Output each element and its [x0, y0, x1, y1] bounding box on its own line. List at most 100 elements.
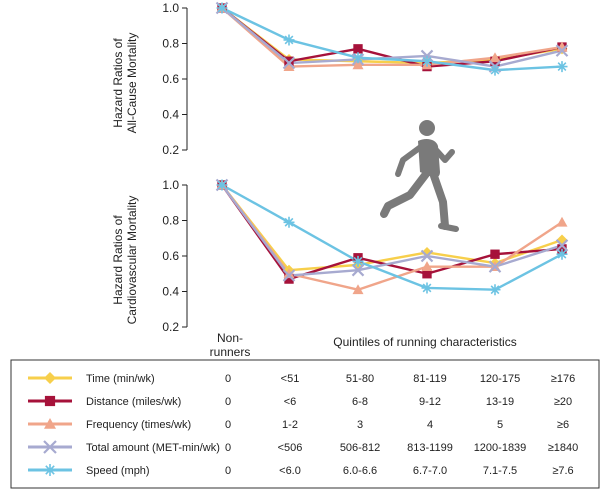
series-line-speed: [221, 6, 563, 72]
y-axis-label: Hazard Ratios of: [111, 38, 125, 128]
data-point-speed: [283, 34, 295, 46]
legend-cell: 813-1199: [407, 442, 453, 454]
series-line-total: [221, 184, 563, 277]
y-tick-label: 1.0: [162, 1, 179, 15]
legend-cell: 0: [225, 373, 231, 385]
legend-label: Speed (mph): [86, 465, 150, 477]
data-point-speed: [283, 216, 295, 228]
data-point-frequency: [489, 52, 501, 63]
legend-cell: 0: [225, 465, 231, 477]
y-tick-label: 0.8: [162, 37, 179, 51]
data-point-frequency: [556, 216, 568, 227]
legend-cell: 5: [497, 419, 503, 431]
data-point-speed: [489, 64, 501, 76]
legend-row-total: Total amount (MET-min/wk) 0 <506 506-812 813…: [28, 440, 579, 454]
data-point-frequency: [352, 284, 364, 295]
legend-cell: 506-812: [340, 442, 380, 454]
data-point-time: [421, 246, 433, 258]
legend-cell: 51-80: [346, 373, 374, 385]
y-tick-label: 0.6: [162, 249, 179, 263]
legend-cell: <51: [281, 373, 300, 385]
chart-panel-1: 0.2 0.4 0.6 0.8 1.0 Hazard Ratios of All-Cause…: [111, 1, 569, 157]
x-label-quintiles: Quintiles of running characteristics: [333, 335, 516, 349]
series-line-speed: [221, 183, 563, 291]
legend-swatch-marker-distance: [44, 395, 56, 407]
legend-row-distance: Distance (miles/wk) 0 <6 6-8 9-12 13-19 ≥20: [28, 395, 572, 408]
legend-cell: 6-8: [352, 396, 368, 408]
data-point-distance: [422, 269, 432, 279]
x-label-nonrunners-line1: Non-: [217, 331, 243, 345]
y-axis-label: Cardiovascular Mortality: [125, 196, 139, 325]
data-point-total: [420, 249, 434, 263]
data-point-speed: [421, 55, 433, 67]
legend-cell: ≥6: [557, 419, 569, 431]
legend-cell: <6.0: [279, 465, 301, 477]
data-point-speed: [216, 179, 228, 191]
legend-cell: 1-2: [282, 419, 298, 431]
data-point-speed: [352, 52, 364, 64]
data-point-frequency: [352, 59, 364, 70]
data-point-speed: [216, 2, 228, 14]
data-point-total: [488, 260, 502, 273]
legend-row-time: Time (min/wk) 0 <51 51-80 81-119 120-175 ≥176: [28, 372, 575, 385]
data-point-distance: [490, 249, 500, 259]
data-point-speed: [352, 255, 364, 267]
y-tick-label: 0.2: [162, 143, 179, 157]
legend-cell: ≥7.6: [552, 465, 573, 477]
series-line-distance: [221, 184, 563, 281]
legend-cell: 7.1-7.5: [483, 465, 517, 477]
legend-swatch-marker-time: [44, 372, 56, 384]
x-label-nonrunners-line2: runners: [210, 345, 251, 359]
data-point-total: [555, 239, 569, 252]
legend-cell: 81-119: [413, 373, 446, 385]
legend-cell: <6: [284, 396, 297, 408]
legend-label: Time (min/wk): [86, 373, 155, 385]
legend-cell: 13-19: [486, 396, 514, 408]
y-tick-label: 0.6: [162, 72, 179, 86]
legend-cell: 3: [357, 419, 363, 431]
legend-cell: 120-175: [480, 373, 520, 385]
y-tick-label: 0.2: [162, 320, 179, 334]
legend-cell: 9-12: [419, 396, 441, 408]
data-point-total: [282, 56, 296, 70]
legend-cell: ≥1840: [548, 442, 579, 454]
y-axis-label: Hazard Ratios of: [111, 215, 125, 305]
legend-cell: <506: [278, 442, 303, 454]
y-tick-label: 0.4: [162, 108, 179, 122]
legend-swatch-marker-frequency: [44, 418, 56, 429]
legend-cell: ≥176: [551, 373, 575, 385]
legend-cell: 6.0-6.6: [343, 465, 377, 477]
data-point-frequency: [421, 261, 433, 272]
data-point-speed: [556, 248, 568, 260]
legend-cell: 6.7-7.0: [413, 465, 447, 477]
data-point-frequency: [283, 268, 295, 279]
legend-cell: ≥20: [554, 396, 572, 408]
data-point-frequency: [283, 61, 295, 71]
data-point-total: [282, 269, 296, 282]
data-point-speed: [489, 284, 501, 296]
series-line-total: [221, 7, 563, 68]
y-tick-label: 1.0: [162, 178, 179, 192]
data-point-distance: [284, 274, 294, 284]
legend-label: Frequency (times/wk): [86, 419, 191, 431]
legend-cell: 0: [225, 419, 231, 431]
legend-cell: 4: [427, 419, 433, 431]
legend-label: Distance (miles/wk): [86, 396, 181, 408]
runner-silhouette-icon: [380, 120, 459, 232]
legend-row-frequency: Frequency (times/wk) 0 1-2 3 4 5 ≥6: [28, 418, 569, 431]
legend-row-speed: Speed (mph) 0 <6.0 6.0-6.6 6.7-7.0 7.1-7.5 ≥7.…: [28, 464, 574, 477]
legend-swatch-marker-total: [43, 440, 57, 454]
data-point-distance: [353, 44, 363, 54]
data-point-total: [555, 44, 569, 57]
chart-panel-2: 0.2 0.4 0.6 0.8 1.0 Hazard Ratios of Cardiovas…: [111, 178, 569, 334]
data-point-speed: [421, 282, 433, 294]
legend-cell: 1200-1839: [474, 442, 527, 454]
legend-table: Time (min/wk) 0 <51 51-80 81-119 120-175 ≥176 D…: [10, 359, 600, 489]
legend-label: Total amount (MET-min/wk): [86, 442, 220, 454]
y-tick-label: 0.4: [162, 285, 179, 299]
data-point-total: [351, 263, 365, 277]
legend-swatch-marker-speed: [44, 464, 56, 476]
